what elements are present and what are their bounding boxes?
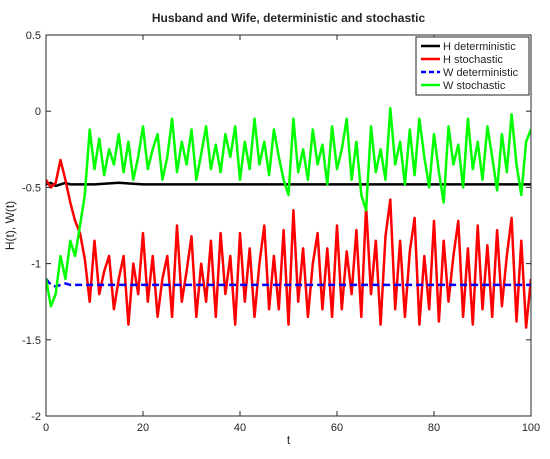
y-axis-label: H(t), W(t): [3, 201, 17, 250]
x-tick-label: 0: [43, 422, 49, 434]
legend-label: W stochastic: [443, 80, 506, 92]
chart-title: Husband and Wife, deterministic and stoc…: [152, 11, 426, 25]
plot-frame: [45, 34, 532, 417]
y-tick-label: -1: [31, 259, 41, 271]
x-tick-label: 60: [331, 422, 343, 434]
plot-area: [46, 35, 531, 416]
legend-label: W deterministic: [443, 67, 519, 79]
y-tick-label: 0.5: [26, 30, 41, 42]
series-line-h-deterministic: [46, 181, 531, 188]
x-axis-label: t: [287, 433, 291, 447]
series-line-w-deterministic: [46, 278, 531, 288]
tick-layer: 0 20 40 60 80 100 0.5 0 -0.5 -1 -1.5 -2: [22, 30, 540, 434]
series-line-h-stochastic: [46, 158, 531, 329]
x-tick-label: 100: [522, 422, 540, 434]
legend-label: H stochastic: [443, 54, 503, 66]
series-layer: [46, 106, 531, 329]
y-tick-label: -1.5: [22, 335, 41, 347]
x-tick-label: 80: [428, 422, 440, 434]
x-tick-label: 20: [137, 422, 149, 434]
y-tick-label: -0.5: [22, 182, 41, 194]
series-line-w-stochastic: [46, 106, 531, 308]
legend-label: H deterministic: [443, 41, 516, 53]
y-tick-label: -2: [31, 411, 41, 423]
y-tick-label: 0: [35, 106, 41, 118]
x-tick-label: 40: [234, 422, 246, 434]
